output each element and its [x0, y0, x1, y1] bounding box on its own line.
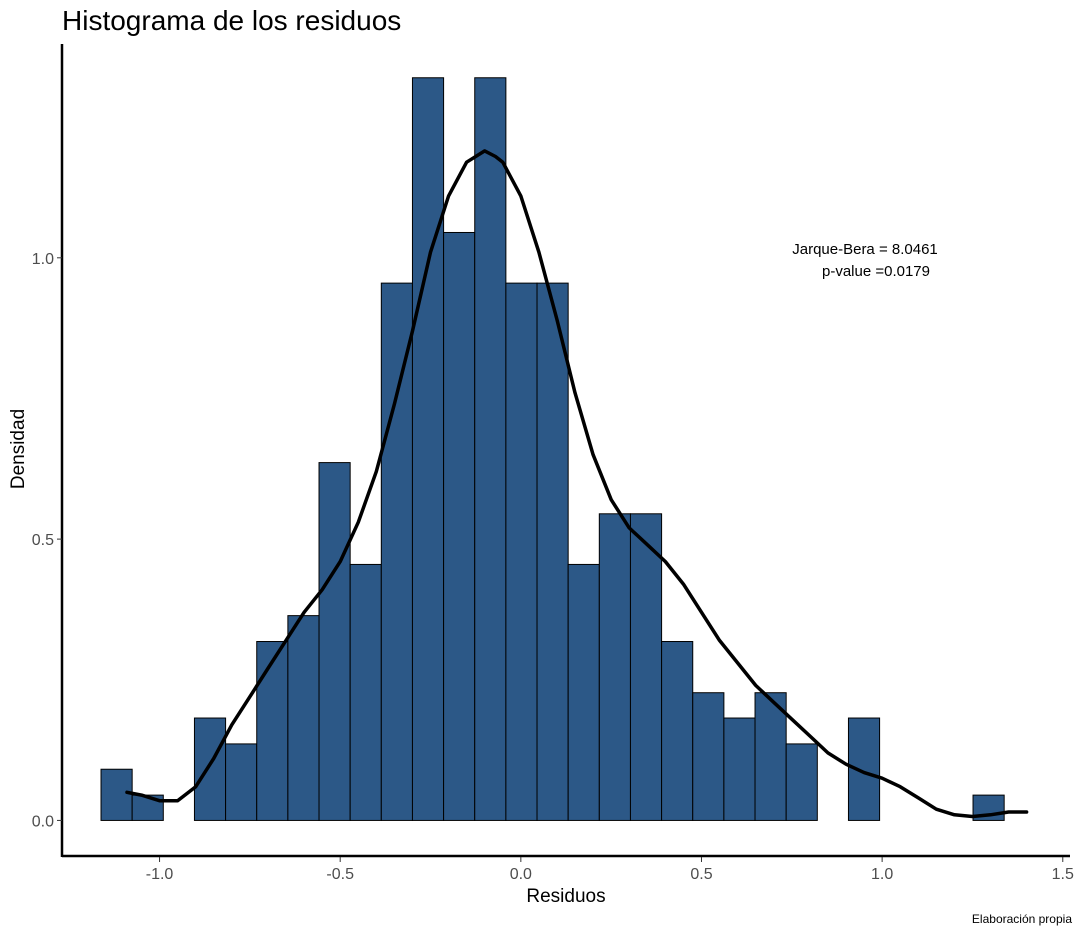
x-axis-ticks: -1.0 -0.5 0.0 0.5 1.0 1.5 — [146, 857, 1074, 883]
histogram-bar — [349, 563, 382, 821]
chart-title: Histograma de los residuos — [62, 5, 401, 36]
histogram-bar — [723, 717, 756, 821]
y-tick-label: 0.5 — [32, 532, 54, 549]
histogram-bar — [567, 563, 600, 821]
histogram-bar — [318, 462, 351, 821]
histogram-bar — [443, 231, 476, 821]
histogram-bar — [100, 768, 133, 821]
histogram-bar — [287, 615, 320, 821]
histogram-bar — [629, 513, 663, 821]
histogram-bar — [411, 77, 445, 821]
y-axis-ticks: 0.0 0.5 1.0 — [32, 251, 62, 830]
y-tick-label: 1.0 — [32, 251, 54, 268]
histogram-bars — [100, 77, 1005, 821]
x-tick-label: 1.5 — [1052, 866, 1074, 883]
histogram-bar — [598, 513, 631, 821]
x-tick-label: -1.0 — [146, 866, 174, 883]
histogram-bar — [256, 641, 289, 821]
x-tick-label: 0.5 — [690, 866, 712, 883]
x-axis-title: Residuos — [526, 886, 605, 907]
p-value-label: p-value =0.0179 — [822, 263, 930, 280]
histogram-bar — [193, 717, 227, 821]
histogram-bar — [692, 692, 725, 821]
histogram-bar — [225, 743, 258, 821]
histogram-bar — [505, 282, 538, 821]
x-tick-label: 0.0 — [510, 866, 532, 883]
histogram-bar — [380, 282, 413, 821]
x-tick-label: 1.0 — [871, 866, 893, 883]
caption-label: Elaboración propia — [972, 912, 1072, 926]
histogram-bar — [474, 77, 507, 821]
histogram-bar — [661, 641, 694, 821]
histogram-bar — [785, 743, 818, 821]
x-tick-label: -0.5 — [326, 866, 354, 883]
histogram-bar — [536, 282, 569, 821]
jarque-bera-label: Jarque-Bera = 8.0461 — [792, 241, 938, 258]
y-axis-title: Densidad — [8, 409, 29, 489]
density-curve-layer — [125, 149, 1029, 819]
density-curve — [125, 149, 1029, 819]
y-tick-label: 0.0 — [32, 813, 54, 830]
histogram-bar — [754, 692, 787, 821]
